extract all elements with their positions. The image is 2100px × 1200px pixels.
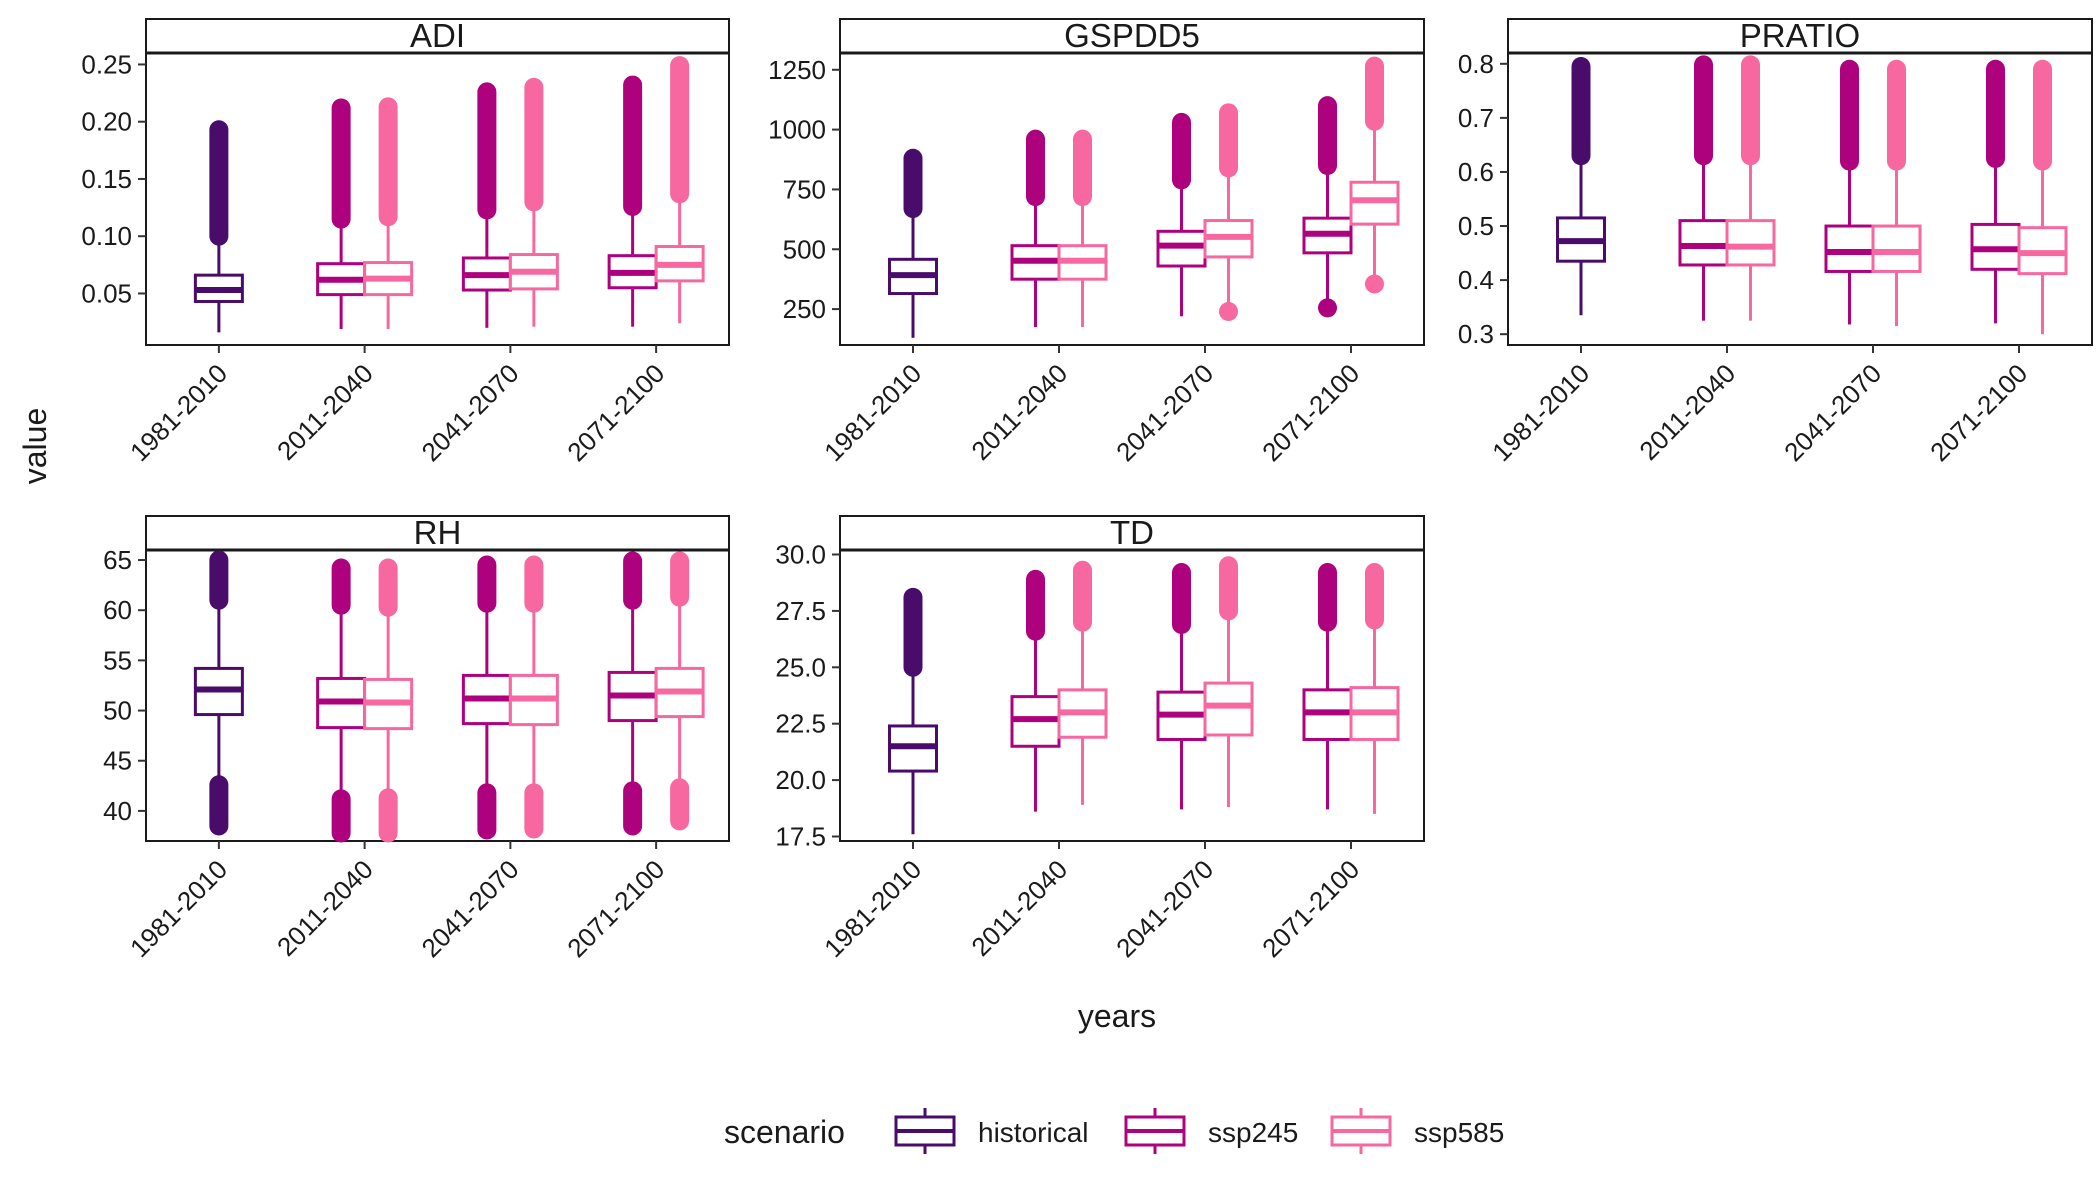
y-tick-label: 1250	[768, 55, 826, 85]
box-ssp245-2041-2070	[1156, 112, 1207, 317]
iqr-box	[1824, 224, 1875, 273]
y-tick-label: 500	[783, 234, 826, 264]
facet-strip-title: ADI	[410, 17, 465, 54]
box-ssp245-2011-2040	[316, 98, 367, 329]
box-ssp585-2041-2070	[508, 555, 559, 839]
box-historical-1981-2010	[1556, 57, 1606, 316]
y-tick-label: 50	[103, 696, 132, 726]
y-tick-label: 1000	[768, 115, 826, 145]
box-ssp585-2041-2070	[1871, 59, 1922, 327]
legend-item-ssp245: ssp245	[1124, 1108, 1298, 1154]
box-ssp245-2071-2100	[607, 551, 658, 836]
facet-strip-title: GSPDD5	[1064, 17, 1200, 54]
box-ssp585-2041-2070	[508, 77, 559, 327]
box-ssp245-2041-2070	[1824, 59, 1875, 325]
box-ssp245-2011-2040	[316, 558, 367, 843]
y-tick-label: 0.15	[81, 164, 132, 194]
y-tick-label: 55	[103, 645, 132, 675]
facet-strip-title: PRATIO	[1740, 17, 1860, 54]
box-ssp585-2011-2040	[1725, 55, 1776, 321]
box-historical-1981-2010	[193, 550, 244, 836]
legend: scenario historical ssp245 ssp585	[724, 1108, 1504, 1154]
y-tick-label: 0.4	[1458, 265, 1494, 295]
y-tick-label: 30.0	[775, 540, 826, 570]
legend-label: historical	[978, 1117, 1088, 1148]
iqr-box	[1725, 219, 1776, 267]
y-tick-label: 25.0	[775, 652, 826, 682]
outlier-point	[1219, 301, 1238, 321]
y-tick-label: 0.7	[1458, 103, 1494, 133]
box-ssp245-2011-2040	[1010, 129, 1061, 328]
box-ssp245-2041-2070	[461, 82, 512, 328]
y-tick-label: 27.5	[775, 596, 826, 626]
facet-strip-title: TD	[1110, 514, 1154, 551]
box-ssp585-2071-2100	[1349, 56, 1400, 284]
box-ssp245-2071-2100	[1302, 563, 1353, 810]
box-ssp585-2011-2040	[363, 558, 414, 843]
box-ssp585-2071-2100	[2017, 59, 2068, 335]
iqr-box	[1871, 224, 1922, 273]
box-ssp585-2071-2100	[654, 551, 705, 831]
outlier-point	[1365, 274, 1384, 294]
legend-title: scenario	[724, 1114, 845, 1150]
facet-strip-title: RH	[414, 514, 462, 551]
y-tick-label: 0.5	[1458, 211, 1494, 241]
box-historical-1981-2010	[888, 148, 938, 338]
facet-strip	[145, 18, 730, 54]
y-tick-label: 750	[783, 174, 826, 204]
facet-strip	[839, 18, 1425, 54]
y-tick-label: 0.6	[1458, 157, 1494, 187]
box-historical-1981-2010	[888, 587, 938, 835]
y-tick-label: 250	[783, 294, 826, 324]
box-ssp245-2041-2070	[1156, 563, 1207, 810]
x-axis-title: years	[1078, 998, 1156, 1034]
box-ssp245-2011-2040	[1678, 55, 1729, 321]
box-ssp585-2071-2100	[654, 56, 705, 324]
y-tick-label: 0.10	[81, 221, 132, 251]
iqr-box	[1678, 219, 1729, 267]
y-tick-label: 17.5	[775, 821, 826, 851]
box-ssp245-2011-2040	[1010, 569, 1061, 812]
box-ssp585-2011-2040	[1057, 560, 1108, 805]
y-tick-label: 22.5	[775, 709, 826, 739]
y-tick-label: 0.05	[81, 278, 132, 308]
y-tick-label: 45	[103, 746, 132, 776]
legend-label: ssp245	[1208, 1117, 1298, 1148]
y-tick-label: 0.25	[81, 49, 132, 79]
box-ssp585-2041-2070	[1203, 103, 1254, 312]
y-tick-label: 60	[103, 595, 132, 625]
box-historical-1981-2010	[193, 120, 244, 333]
box-ssp585-2011-2040	[1057, 129, 1108, 328]
y-tick-label: 0.8	[1458, 49, 1494, 79]
box-ssp585-2041-2070	[1203, 556, 1254, 808]
panel-frame	[839, 52, 1425, 346]
box-ssp585-2071-2100	[1349, 563, 1400, 814]
box-ssp245-2071-2100	[607, 75, 658, 327]
y-tick-label: 0.3	[1458, 319, 1494, 349]
y-axis-title: value	[17, 408, 53, 485]
facet-strip	[839, 515, 1425, 551]
y-tick-label: 40	[103, 796, 132, 826]
iqr-box	[1203, 681, 1254, 737]
legend-item-ssp585: ssp585	[1330, 1108, 1504, 1154]
box-ssp245-2041-2070	[461, 555, 512, 840]
box-ssp245-2071-2100	[1302, 96, 1353, 307]
y-tick-label: 20.0	[775, 765, 826, 795]
outlier-point	[1318, 298, 1337, 318]
box-ssp585-2011-2040	[363, 97, 414, 329]
y-tick-label: 0.20	[81, 107, 132, 137]
legend-item-historical: historical	[894, 1108, 1088, 1154]
legend-label: ssp585	[1414, 1117, 1504, 1148]
facet-strip	[1507, 18, 2093, 54]
y-tick-label: 65	[103, 545, 132, 575]
